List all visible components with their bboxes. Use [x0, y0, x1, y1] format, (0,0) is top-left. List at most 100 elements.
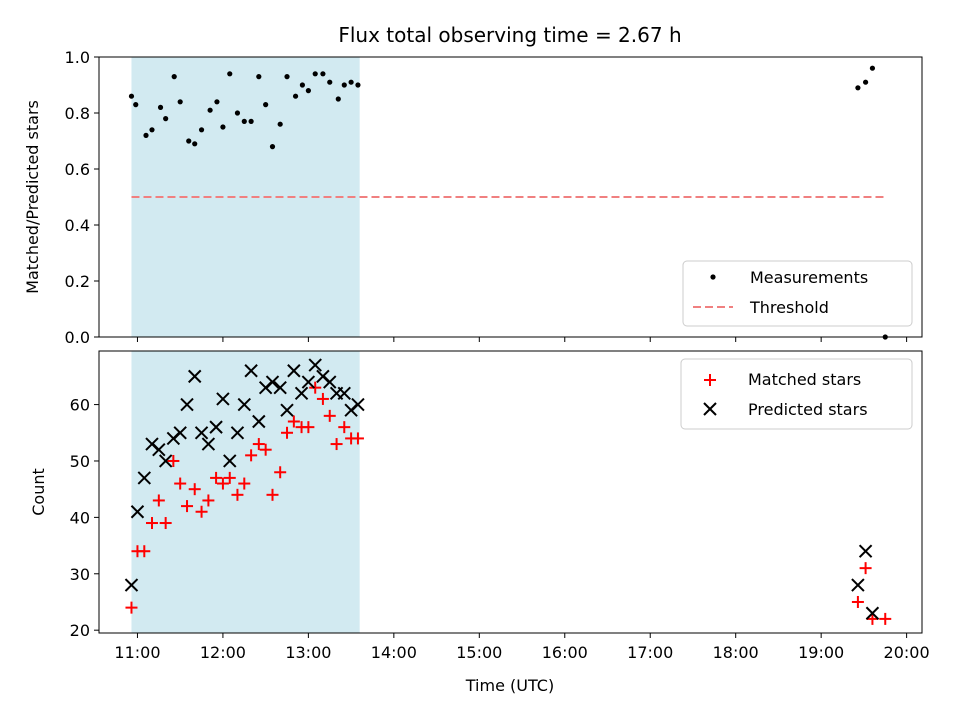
measurement-point: [192, 141, 198, 147]
count-x-ticks: 11:00 12:00 13:00 14:00 15:00 16:00 17:00 18:00…: [114, 633, 930, 662]
x-axis-label: Time (UTC): [465, 676, 554, 695]
predicted-star-point: [124, 578, 139, 592]
predicted-star-point: [865, 606, 880, 620]
ratio-y-tick-label: 1.0: [65, 48, 90, 67]
matched-star-point: [866, 612, 879, 625]
measurement-point: [241, 118, 247, 124]
matched-star-point: [181, 500, 194, 513]
matched-star-point: [879, 612, 892, 625]
matched-star-point: [323, 409, 336, 422]
matched-star-point: [252, 438, 265, 451]
predicted-star-point: [858, 544, 873, 558]
matched-star-point: [202, 494, 215, 507]
count-x-tick-label: 16:00: [542, 643, 588, 662]
count-x-tick-label: 20:00: [884, 643, 930, 662]
matched-star-point: [231, 488, 244, 501]
measurement-point: [269, 144, 276, 150]
matched-star-point: [259, 443, 272, 456]
measurement-point: [312, 71, 318, 77]
matched-star-point: [309, 381, 322, 394]
matched-star-point: [859, 562, 872, 575]
legend-matched-label: Matched stars: [748, 370, 861, 389]
count-x-tick-label: 15:00: [456, 643, 502, 662]
count-panel: 20 30 40 50 60 11:00 12:00 13:00 14:00 15:00 16:0…: [29, 350, 930, 695]
measurement-point: [299, 82, 305, 88]
measurement-point: [335, 96, 341, 102]
measurement-point: [256, 74, 262, 80]
predicted-star-point: [273, 380, 287, 395]
ratio-legend: Measurements Threshold: [682, 260, 913, 327]
predicted-star-point: [230, 426, 245, 440]
predicted-star-point: [287, 364, 301, 378]
measurement-point: [149, 127, 155, 133]
count-x-tick-label: 13:00: [285, 643, 331, 662]
count-axes-frame: [98, 350, 923, 634]
measurement-point: [133, 102, 139, 108]
legend-matched-marker: [704, 374, 716, 386]
predicted-star-point: [188, 369, 202, 384]
predicted-star-point: [265, 375, 280, 389]
predicted-star-point: [323, 375, 337, 389]
matched-star-point: [188, 483, 201, 496]
measurement-point: [220, 124, 226, 130]
legend-measurements-marker: [710, 274, 716, 280]
predicted-star-point: [201, 437, 216, 451]
measurement-point: [177, 99, 183, 105]
measurement-point: [855, 85, 861, 91]
predicted-star-point: [301, 375, 316, 389]
measurement-point: [227, 71, 233, 77]
matched-star-point: [351, 432, 364, 445]
predicted-star-point: [294, 386, 309, 401]
predicted-star-point: [130, 505, 145, 519]
ratio-y-tick-label: 0.8: [65, 104, 90, 123]
predicted-star-point: [351, 397, 365, 412]
predicted-star-point: [173, 426, 187, 440]
matched-star-point: [238, 477, 251, 490]
matched-star-point: [125, 601, 138, 614]
matched-star-point: [316, 392, 329, 405]
count-legend: Matched stars Predicted stars: [680, 358, 913, 430]
ratio-marks: [128, 65, 888, 340]
predicted-star-point: [223, 454, 237, 468]
measurement-point: [277, 121, 283, 127]
measurement-point: [207, 107, 213, 113]
matched-star-point: [174, 477, 187, 490]
count-y-tick-label: 60: [70, 396, 90, 415]
ratio-y-tick-label: 0.4: [65, 216, 90, 235]
predicted-star-point: [237, 397, 251, 412]
measurement-point: [284, 74, 290, 80]
count-y-ticks: 20 30 40 50 60: [70, 396, 99, 640]
ratio-axes-frame: [98, 56, 923, 338]
legend-predicted-marker: [703, 402, 717, 416]
predicted-star-point: [337, 386, 351, 401]
predicted-star-point: [180, 397, 194, 412]
ratio-y-tick-label: 0.6: [65, 160, 90, 179]
measurement-point: [128, 93, 135, 99]
count-x-tick-label: 12:00: [200, 643, 246, 662]
count-y-tick-label: 20: [70, 621, 90, 640]
predicted-star-point: [137, 471, 152, 485]
predicted-star-point: [158, 454, 173, 468]
measurement-point: [341, 82, 347, 88]
ratio-y-ticks: 0.0 0.2 0.4 0.6 0.8 1.0: [65, 48, 99, 347]
matched-star-point: [338, 421, 351, 434]
measurement-point: [320, 71, 326, 77]
predicted-star-point: [280, 403, 294, 417]
matched-star-point: [266, 488, 279, 501]
matched-star-point: [223, 471, 236, 484]
ratio-panel: 0.0 0.2 0.4 0.6 0.8 1.0 Flux total observing …: [23, 23, 923, 347]
ratio-y-tick-label: 0.2: [65, 272, 90, 291]
measurement-point: [157, 104, 164, 110]
predicted-star-point: [252, 414, 266, 429]
count-marks: [124, 358, 892, 625]
legend-threshold-label: Threshold: [749, 298, 829, 317]
predicted-star-point: [244, 364, 258, 378]
count-x-tick-label: 11:00: [114, 643, 160, 662]
ratio-y-tick-label: 0.0: [65, 328, 90, 347]
measurement-point: [355, 82, 361, 88]
count-legend-box: [680, 358, 913, 430]
measurement-point: [327, 79, 333, 85]
matched-star-point: [330, 438, 343, 451]
measurement-point: [263, 102, 269, 108]
